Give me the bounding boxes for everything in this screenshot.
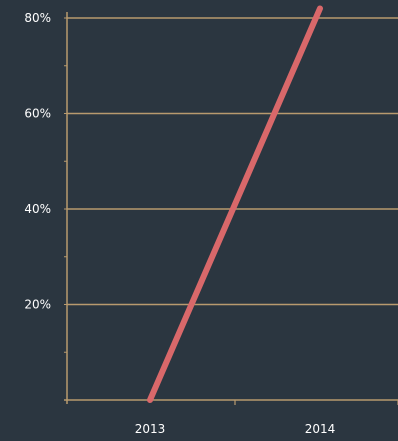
- x-tick-label: 2013: [135, 422, 166, 436]
- y-tick-label: 80%: [24, 11, 51, 25]
- y-tick-labels: 20% 40% 60% 80%: [24, 11, 51, 312]
- gridlines: [67, 17, 398, 306]
- series-layer: [147, 5, 323, 403]
- axes: [64, 12, 398, 405]
- x-tick-label: 2014: [305, 422, 336, 436]
- series-line: [147, 5, 323, 403]
- y-tick-label: 60%: [24, 107, 51, 121]
- y-tick-label: 20%: [24, 298, 51, 312]
- y-tick-label: 40%: [24, 202, 51, 216]
- x-tick-labels: 2013 2014: [135, 422, 336, 436]
